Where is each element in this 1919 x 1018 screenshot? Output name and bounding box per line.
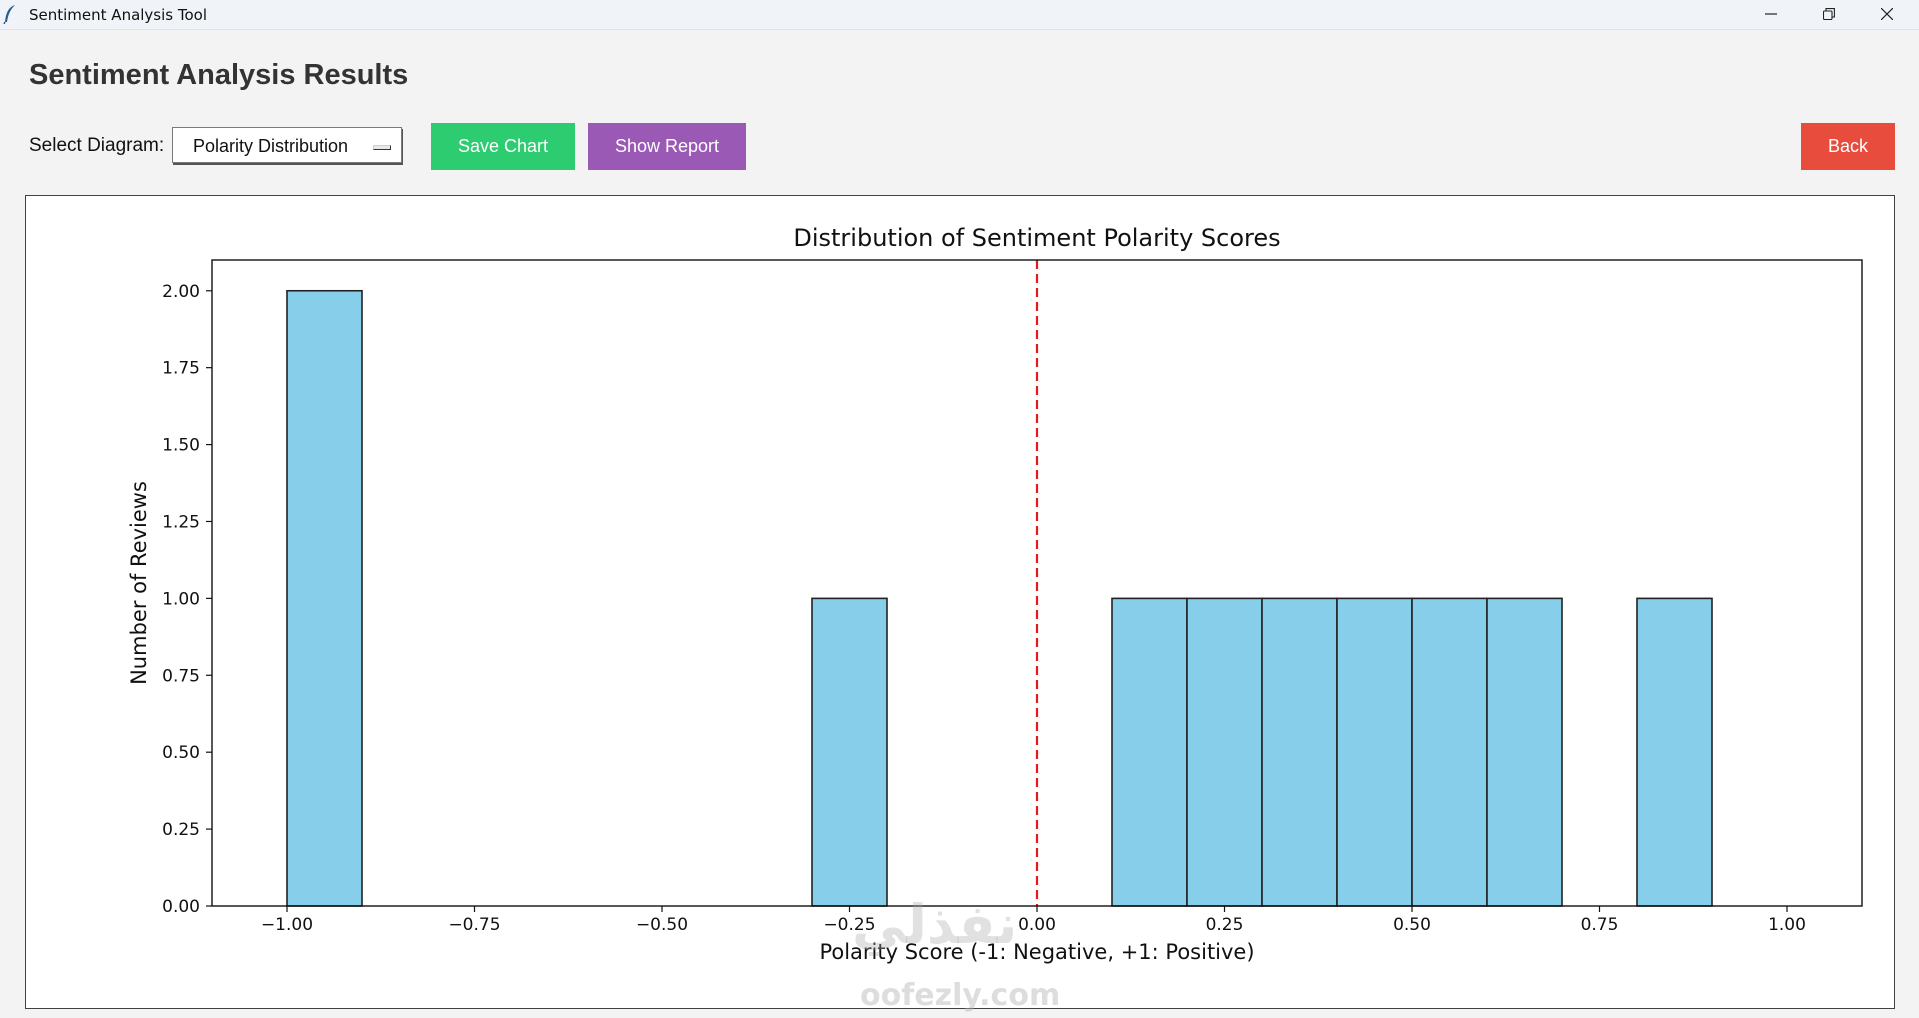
histogram-bar-0 xyxy=(286,289,363,907)
diagram-select[interactable]: Polarity Distribution xyxy=(172,127,402,163)
close-button[interactable] xyxy=(1858,0,1916,29)
x-tick-label: 0.25 xyxy=(1206,915,1244,935)
close-icon xyxy=(1881,8,1893,20)
histogram-bar-3 xyxy=(1186,597,1263,907)
y-tick-label: 1.00 xyxy=(162,589,200,609)
y-axis-label: Number of Reviews xyxy=(127,481,151,685)
x-tick-label: −0.50 xyxy=(636,915,688,935)
select-diagram-label: Select Diagram: xyxy=(29,135,165,156)
histogram-bar-5 xyxy=(1336,597,1413,907)
page-title: Sentiment Analysis Results xyxy=(29,59,409,91)
restore-icon xyxy=(1823,8,1835,20)
save-chart-button[interactable]: Save Chart xyxy=(431,123,575,170)
dropdown-indicator-icon xyxy=(373,145,391,150)
histogram-bar-1 xyxy=(811,597,888,907)
restore-button[interactable] xyxy=(1800,0,1858,29)
histogram-bar-2 xyxy=(1111,597,1188,907)
x-tick-label: −0.75 xyxy=(448,915,500,935)
x-tick-label: 0.00 xyxy=(1018,915,1056,935)
x-tick-label: −0.25 xyxy=(823,915,875,935)
minimize-button[interactable] xyxy=(1742,0,1800,29)
show-report-button[interactable]: Show Report xyxy=(588,123,746,170)
window-title: Sentiment Analysis Tool xyxy=(29,6,208,24)
minimize-icon xyxy=(1765,13,1777,15)
title-bar: Sentiment Analysis Tool xyxy=(0,0,1919,30)
y-tick-label: 1.75 xyxy=(162,359,200,379)
y-tick-label: 0.50 xyxy=(162,743,200,763)
x-tick-label: 0.50 xyxy=(1393,915,1431,935)
back-button[interactable]: Back xyxy=(1801,123,1895,170)
x-tick-label: 1.00 xyxy=(1768,915,1806,935)
chart-panel: −1.00 −0.75 −0.50 −0.25 0.00 0.25 0.50 0.75 1.00… xyxy=(25,195,1895,1009)
y-tick-label: 1.50 xyxy=(162,436,200,456)
feather-icon xyxy=(3,5,15,24)
y-tick-label: 2.00 xyxy=(162,282,200,302)
y-tick-label: 0.25 xyxy=(162,820,200,840)
x-axis-label: Polarity Score (-1: Negative, +1: Positi… xyxy=(819,940,1254,964)
x-tick-label: −1.00 xyxy=(261,915,313,935)
polarity-histogram: −1.00 −0.75 −0.50 −0.25 0.00 0.25 0.50 0.75 1.00… xyxy=(127,224,1863,964)
histogram-bar-6 xyxy=(1411,597,1488,907)
x-tick-label: 0.75 xyxy=(1581,915,1619,935)
y-tick-label: 0.75 xyxy=(162,666,200,686)
diagram-select-value: Polarity Distribution xyxy=(193,136,349,156)
histogram-bar-4 xyxy=(1261,597,1338,907)
chart-title: Distribution of Sentiment Polarity Score… xyxy=(793,224,1280,252)
histogram-bar-8 xyxy=(1636,597,1713,907)
y-tick-label: 1.25 xyxy=(162,512,200,532)
y-tick-label: 0.00 xyxy=(162,897,200,917)
histogram-bar-7 xyxy=(1486,597,1563,907)
